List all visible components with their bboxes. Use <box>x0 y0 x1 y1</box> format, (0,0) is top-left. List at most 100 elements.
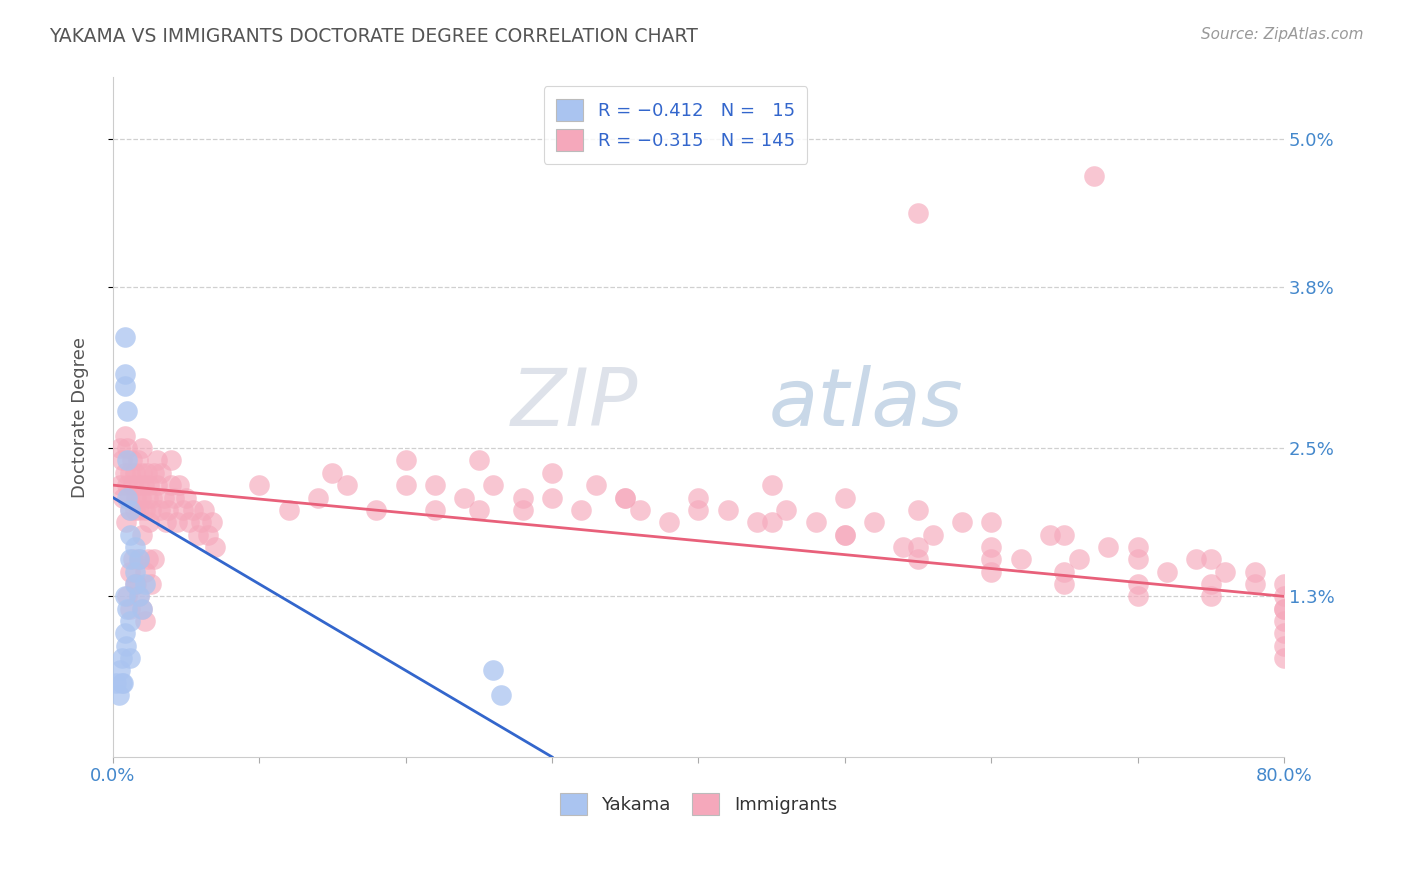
Point <box>128 478 150 492</box>
Text: YAKAMA VS IMMIGRANTS DOCTORATE DEGREE CORRELATION CHART: YAKAMA VS IMMIGRANTS DOCTORATE DEGREE CO… <box>49 27 699 45</box>
Point <box>131 527 153 541</box>
Point <box>157 503 180 517</box>
Point <box>628 503 651 517</box>
Point <box>146 478 169 492</box>
Point <box>614 491 637 505</box>
Point <box>775 503 797 517</box>
Point <box>122 552 145 566</box>
Point <box>247 478 270 492</box>
Point <box>1243 577 1265 591</box>
Point <box>108 478 131 492</box>
Point <box>114 626 136 640</box>
Point <box>1126 552 1149 566</box>
Point <box>166 515 188 529</box>
Point <box>863 515 886 529</box>
Point <box>1272 639 1295 653</box>
Point <box>658 515 681 529</box>
Point <box>907 552 929 566</box>
Legend: Yakama, Immigrants: Yakama, Immigrants <box>553 786 844 822</box>
Point <box>117 601 139 615</box>
Point <box>187 527 209 541</box>
Point <box>688 503 710 517</box>
Point <box>190 515 212 529</box>
Point <box>153 491 176 505</box>
Point <box>132 478 155 492</box>
Point <box>907 540 929 554</box>
Point <box>423 478 446 492</box>
Point <box>569 503 592 517</box>
Point <box>1199 590 1222 604</box>
Point <box>131 601 153 615</box>
Point <box>128 503 150 517</box>
Point <box>980 565 1002 579</box>
Point <box>761 515 783 529</box>
Point <box>142 552 165 566</box>
Point <box>112 676 135 690</box>
Point <box>117 404 139 418</box>
Point <box>745 515 768 529</box>
Point <box>139 503 162 517</box>
Point <box>136 491 159 505</box>
Point <box>307 491 329 505</box>
Point <box>1215 565 1237 579</box>
Point <box>120 503 142 517</box>
Point <box>108 441 131 455</box>
Point <box>120 503 142 517</box>
Point <box>115 515 138 529</box>
Point <box>585 478 607 492</box>
Point <box>717 503 740 517</box>
Point <box>120 601 142 615</box>
Point <box>138 478 160 492</box>
Point <box>1126 577 1149 591</box>
Point <box>129 491 152 505</box>
Point <box>117 491 139 505</box>
Point <box>118 491 141 505</box>
Point <box>1199 577 1222 591</box>
Point <box>193 503 215 517</box>
Point <box>907 503 929 517</box>
Point <box>834 527 856 541</box>
Point <box>120 552 142 566</box>
Point <box>177 515 200 529</box>
Text: Source: ZipAtlas.com: Source: ZipAtlas.com <box>1201 27 1364 42</box>
Point <box>122 478 145 492</box>
Point <box>120 565 142 579</box>
Point <box>468 453 491 467</box>
Point <box>423 503 446 517</box>
Point <box>893 540 915 554</box>
Point <box>134 577 156 591</box>
Point <box>146 453 169 467</box>
Point <box>277 503 299 517</box>
Point <box>395 453 418 467</box>
Point <box>512 503 534 517</box>
Point <box>1243 565 1265 579</box>
Point <box>453 491 475 505</box>
Point <box>128 552 150 566</box>
Point <box>142 466 165 480</box>
Point <box>1053 527 1076 541</box>
Point <box>541 466 564 480</box>
Point <box>1156 565 1178 579</box>
Point <box>468 503 491 517</box>
Point <box>1272 590 1295 604</box>
Point <box>117 441 139 455</box>
Point <box>117 478 139 492</box>
Point <box>1185 552 1208 566</box>
Point <box>1199 552 1222 566</box>
Point <box>136 552 159 566</box>
Point <box>117 453 139 467</box>
Point <box>124 565 146 579</box>
Point <box>1053 565 1076 579</box>
Point <box>114 428 136 442</box>
Point <box>1083 169 1105 184</box>
Point <box>1097 540 1119 554</box>
Point <box>482 664 505 678</box>
Point <box>541 491 564 505</box>
Point <box>104 676 127 690</box>
Point <box>124 540 146 554</box>
Y-axis label: Doctorate Degree: Doctorate Degree <box>72 336 89 498</box>
Point <box>124 577 146 591</box>
Point <box>131 441 153 455</box>
Point <box>141 491 163 505</box>
Point <box>688 491 710 505</box>
